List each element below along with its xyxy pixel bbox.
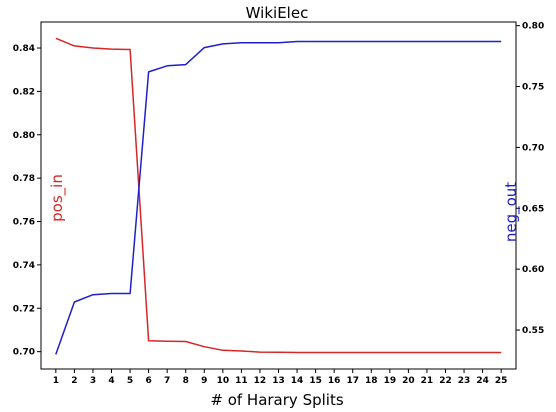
y-left-axis-label: pos_in: [48, 174, 67, 222]
y-left-tick-label: 0.78: [13, 174, 35, 184]
x-tick-label: 15: [309, 376, 322, 386]
x-tick-label: 2: [71, 376, 77, 386]
y-right-axis-label: neg_out: [502, 182, 521, 242]
y-right-tick-label: 0.70: [522, 143, 544, 153]
x-tick-label: 25: [495, 376, 508, 386]
x-tick-label: 6: [145, 376, 151, 386]
y-right-tick-label: 0.75: [522, 83, 544, 93]
x-tick-label: 3: [90, 376, 96, 386]
x-tick-label: 20: [402, 376, 415, 386]
x-tick-label: 12: [254, 376, 267, 386]
x-tick-label: 17: [346, 376, 359, 386]
chart-title: WikiElec: [246, 4, 309, 22]
x-tick-label: 7: [164, 376, 170, 386]
y-left-tick-label: 0.84: [13, 44, 35, 54]
x-axis-label: # of Harary Splits: [210, 391, 343, 409]
y-right-tick-label: 0.65: [522, 204, 544, 214]
y-left-tick-label: 0.76: [13, 218, 35, 228]
plot-area-border: [40, 21, 517, 370]
x-tick-label: 22: [439, 376, 452, 386]
x-tick-label: 11: [235, 376, 248, 386]
series-lines: [55, 37, 502, 355]
x-tick-label: 10: [217, 376, 230, 386]
plot-frame: [40, 21, 517, 370]
x-axis-ticks: 1 2 3 4 5 6 7 8 9 10 11 12 13 14 15 16 17 18 19 20 21 22 23 24 2…: [53, 369, 508, 386]
x-tick-label: 19: [384, 376, 397, 386]
y-left-tick-label: 0.70: [13, 348, 35, 358]
x-tick-label: 8: [183, 376, 189, 386]
y-left-tick-label: 0.82: [13, 87, 35, 97]
x-tick-label: 23: [458, 376, 471, 386]
x-tick-label: 5: [127, 376, 133, 386]
y-right-axis-ticks: 0.55 0.60 0.65 0.70 0.75 0.80: [516, 22, 544, 336]
y-right-tick-label: 0.55: [522, 326, 544, 336]
y-right-tick-label: 0.60: [522, 265, 544, 275]
series-line-neg-out: [55, 40, 502, 355]
y-left-tick-label: 0.80: [13, 131, 35, 141]
x-tick-label: 13: [272, 376, 285, 386]
x-tick-label: 21: [421, 376, 434, 386]
y-right-tick-label: 0.80: [522, 22, 544, 32]
series-line-pos-in: [55, 37, 502, 354]
x-tick-label: 1: [53, 376, 59, 386]
y-left-axis-ticks: 0.70 0.72 0.74 0.76 0.78 0.80 0.82 0.84: [13, 44, 41, 358]
y-left-tick-label: 0.72: [13, 304, 35, 314]
x-tick-label: 24: [476, 376, 489, 386]
x-tick-label: 9: [201, 376, 207, 386]
y-left-tick-label: 0.74: [13, 261, 35, 271]
x-tick-label: 14: [291, 376, 304, 386]
x-tick-label: 16: [328, 376, 341, 386]
x-tick-label: 18: [365, 376, 378, 386]
x-tick-label: 4: [108, 376, 114, 386]
